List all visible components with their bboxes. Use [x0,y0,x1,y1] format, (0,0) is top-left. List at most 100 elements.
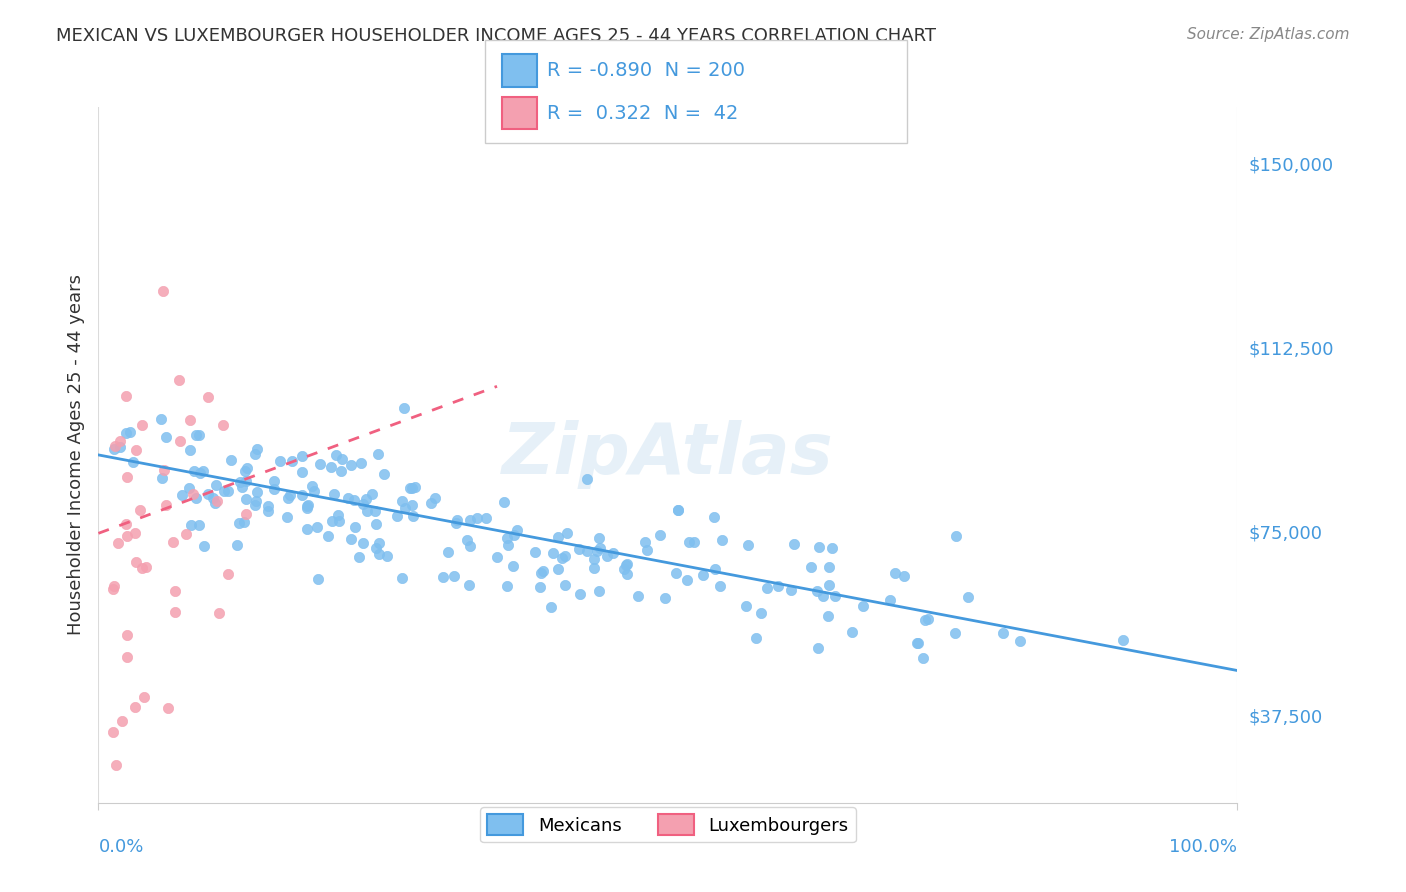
Text: R = -0.890  N = 200: R = -0.890 N = 200 [547,61,745,80]
Point [181,487,204,501]
Point [634,535,657,549]
Point [117,469,139,483]
Point [554,549,576,563]
Point [818,560,841,574]
Text: 0.0%: 0.0% [98,838,143,855]
Point [543,546,565,560]
Point [176,527,198,541]
Point [169,434,191,448]
Point [208,606,231,620]
Point [96,838,118,853]
Point [613,561,636,575]
Point [191,464,214,478]
Point [219,453,242,467]
Point [813,589,835,603]
Point [530,566,553,580]
Point [235,461,257,475]
Point [506,523,529,537]
Point [246,442,269,456]
Text: ZipAtlas: ZipAtlas [502,420,834,490]
Point [401,498,423,512]
Point [231,480,253,494]
Point [467,510,489,524]
Point [943,626,966,640]
Point [766,579,789,593]
Point [150,471,173,485]
Point [107,536,129,550]
Text: MEXICAN VS LUXEMBOURGER HOUSEHOLDER INCOME AGES 25 - 44 YEARS CORRELATION CHART: MEXICAN VS LUXEMBOURGER HOUSEHOLDER INCO… [56,27,936,45]
Point [187,428,209,442]
Point [155,429,177,443]
Point [391,494,413,508]
Point [110,440,132,454]
Point [363,503,385,517]
Point [678,535,700,549]
Point [402,508,425,523]
Point [152,285,174,299]
Point [756,581,779,595]
Point [682,535,704,549]
Point [104,439,127,453]
Point [529,581,551,595]
Point [104,758,127,772]
Point [905,636,928,650]
Point [135,559,157,574]
Point [330,464,353,478]
Point [432,570,454,584]
Point [366,541,388,555]
Point [344,520,367,534]
Point [841,625,863,640]
Text: Source: ZipAtlas.com: Source: ZipAtlas.com [1187,27,1350,42]
Point [710,533,733,548]
Point [228,516,250,530]
Point [186,491,208,506]
Point [316,528,339,542]
Point [458,539,481,553]
Point [162,534,184,549]
Point [547,530,569,544]
Point [297,498,319,512]
Point [156,701,179,715]
Point [110,434,132,448]
Text: 100.0%: 100.0% [1170,838,1237,855]
Point [735,599,758,614]
Point [115,529,138,543]
Point [569,587,592,601]
Point [654,591,676,605]
Point [437,544,460,558]
Point [568,541,591,556]
Point [128,503,150,517]
Point [602,546,624,560]
Point [205,478,228,492]
Point [125,442,148,457]
Point [276,509,298,524]
Point [1112,633,1135,648]
Point [197,390,219,404]
Point [540,600,562,615]
Point [150,412,173,426]
Point [103,579,125,593]
Point [704,562,727,576]
Point [398,481,420,495]
Point [339,532,361,546]
Text: $75,000: $75,000 [1249,524,1323,542]
Point [588,583,610,598]
Point [257,504,280,518]
Point [394,501,416,516]
Point [650,528,672,542]
Point [163,584,186,599]
Point [1010,633,1032,648]
Point [824,589,846,603]
Point [308,457,330,471]
Point [179,442,201,457]
Point [627,589,650,603]
Point [263,475,285,489]
Point [456,533,478,547]
Point [295,522,318,536]
Point [188,466,211,480]
Point [879,593,901,607]
Point [155,498,177,512]
Point [132,690,155,704]
Point [883,566,905,581]
Point [582,561,605,575]
